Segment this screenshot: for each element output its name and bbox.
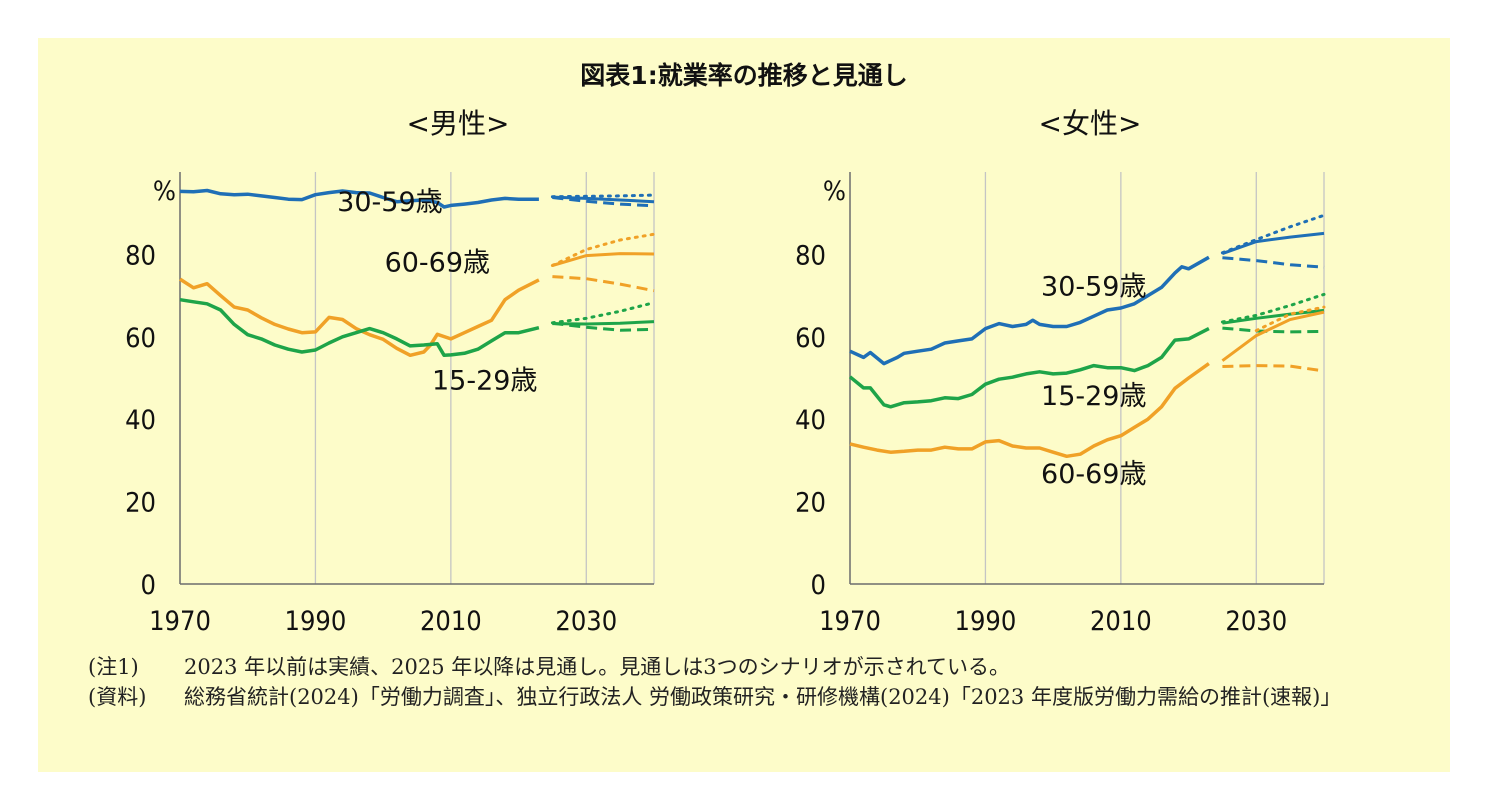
x-tick-label: 1970	[819, 606, 881, 637]
series-line-15-29-solid	[1222, 308, 1325, 325]
y-tick-label: 40	[795, 405, 826, 436]
series-line-30-59-actual	[179, 188, 539, 209]
x-tick-label: 2010	[1090, 606, 1152, 637]
series-label-30-59: 30-59歳	[1041, 272, 1146, 303]
male-employment-chart: 0 20 40 60 80% 1970 1990 2010 2030 30-59歳 60-69歳 15…	[125, 172, 656, 637]
note-2: (資料) 総務省統計(2024)「労働力調査」、独立行政法人 労働政策研究・研修…	[88, 682, 1414, 712]
y-tick-label: 0	[811, 570, 826, 601]
y-tick-label: 80	[125, 240, 156, 271]
male-chart-title: <男性>	[406, 107, 510, 140]
series-line-60-69-solid	[551, 252, 655, 267]
series-line-15-29-dashed	[552, 321, 655, 332]
female-employment-chart: 0 20 40 60 80% 1970 1990 2010 2030 30-59歳 15-29歳 60…	[795, 172, 1326, 637]
series-line-60-69-dashed	[552, 275, 655, 293]
series-line-30-59-actual	[849, 255, 1210, 366]
note-2-key: (資料)	[88, 685, 147, 709]
series-line-15-29-actual	[848, 327, 1210, 409]
x-tick-label: 1990	[955, 606, 1017, 637]
series-line-15-29-actual	[179, 297, 540, 358]
female-chart-title: <女性>	[1038, 107, 1142, 140]
series-line-30-59-dashed	[552, 196, 655, 208]
series-label-15-29: 15-29歳	[1041, 381, 1146, 412]
y-tick-label: 60	[125, 323, 156, 354]
series-line-15-29-dotted	[550, 301, 656, 325]
series-line-60-69-solid	[1221, 310, 1325, 362]
series-line-15-29-dashed	[1222, 326, 1325, 334]
x-tick-label: 2030	[555, 606, 617, 637]
y-tick-label: 0	[141, 570, 156, 601]
y-axis-unit-label: %	[823, 176, 846, 207]
series-line-30-59-dotted	[550, 193, 656, 199]
series-label-60-69: 60-69歳	[1041, 459, 1146, 490]
figure-title: 図表1:就業率の推移と見通し	[580, 61, 908, 90]
note-1-key: (注1)	[88, 655, 139, 679]
series-line-30-59-dotted	[1220, 213, 1326, 255]
series-label-15-29: 15-29歳	[432, 366, 537, 397]
series-line-60-69-actual	[849, 362, 1210, 459]
series-line-60-69-dotted	[550, 232, 656, 267]
series-line-15-29-solid	[552, 320, 655, 326]
x-tick-label: 1970	[149, 606, 211, 637]
x-tick-label: 1990	[285, 606, 347, 637]
y-tick-label: 40	[125, 405, 156, 436]
series-label-60-69: 60-69歳	[385, 248, 490, 279]
series-label-30-59: 30-59歳	[337, 187, 442, 218]
x-tick-label: 2030	[1225, 606, 1287, 637]
series-line-30-59-dashed	[1222, 256, 1325, 269]
series-line-60-69-dashed	[1222, 364, 1325, 373]
x-tick-label: 2010	[420, 606, 482, 637]
y-tick-label: 60	[795, 323, 826, 354]
y-tick-label: 20	[125, 488, 156, 519]
series-line-15-29-dotted	[1220, 292, 1326, 324]
note-1-text: 2023 年以前は実績、2025 年以降は見通し。見通しは3つのシナリオが示され…	[184, 655, 1010, 679]
series-line-30-59-solid	[1221, 231, 1325, 256]
figure-panel: 図表1:就業率の推移と見通し <男性> <女性> 0 20 40 60 80% 1970 1…	[38, 38, 1450, 772]
y-tick-label: 80	[795, 240, 826, 271]
note-1: (注1) 2023 年以前は実績、2025 年以降は見通し。見通しは3つのシナリ…	[88, 652, 1414, 682]
y-axis-unit-label: %	[153, 176, 176, 207]
notes: (注1) 2023 年以前は実績、2025 年以降は見通し。見通しは3つのシナリ…	[88, 652, 1414, 712]
note-2-text: 総務省統計(2024)「労働力調査」、独立行政法人 労働政策研究・研修機構(20…	[184, 685, 1342, 709]
y-tick-label: 20	[795, 488, 826, 519]
